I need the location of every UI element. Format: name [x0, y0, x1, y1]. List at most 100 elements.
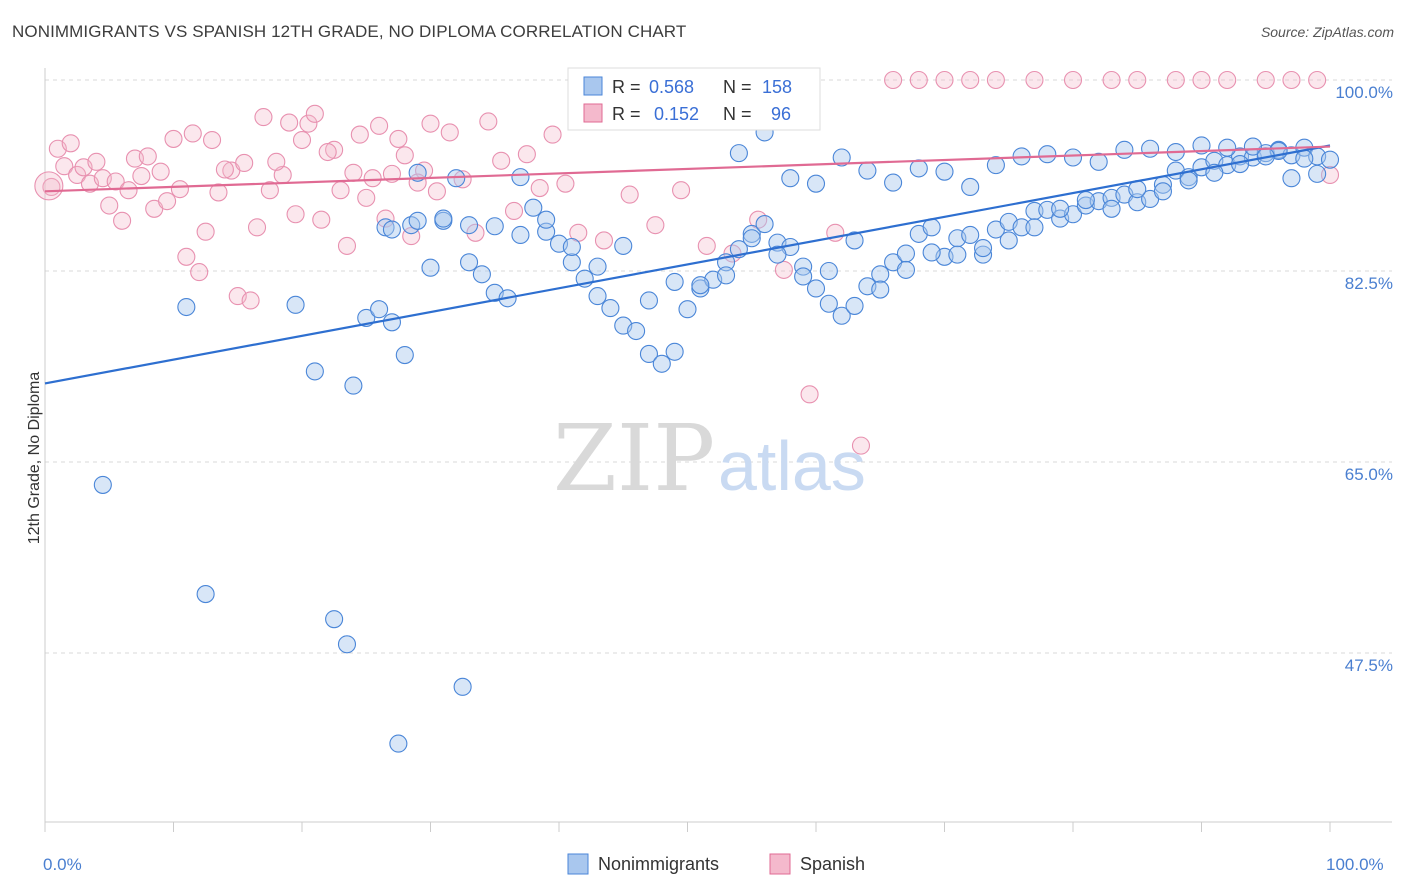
spanish-point-17	[260, 181, 279, 200]
x-tick-label-max: 100.0%	[1326, 855, 1384, 874]
spanish-point-77	[151, 162, 170, 181]
spanish-point-89	[305, 104, 324, 123]
y-tick-label-0: 100.0%	[1335, 83, 1393, 102]
nonimmigrants-point-134	[716, 266, 736, 285]
spanish-point-42	[594, 231, 614, 250]
spanish-point-36	[504, 201, 524, 221]
nonimmigrants-point-95	[909, 159, 928, 178]
x-tick-label-min: 0.0%	[43, 855, 82, 874]
spanish-point-93	[357, 188, 376, 207]
nonimmigrants-point-129	[845, 231, 864, 250]
spanish-point-96	[395, 146, 414, 165]
spanish-point-34	[479, 112, 498, 131]
spanish-point-54	[909, 70, 928, 90]
spanish-point-53	[884, 70, 903, 90]
nonimmigrants-point-16	[408, 163, 427, 182]
nonimmigrants-point-0	[93, 475, 112, 494]
legend: Nonimmigrants Spanish	[567, 853, 865, 875]
spanish-point-37	[517, 145, 536, 164]
spanish-point-85	[254, 108, 273, 127]
spanish-point-45	[672, 181, 691, 200]
nonimmigrants-point-103	[1115, 140, 1134, 159]
nonimmigrants-point-17	[421, 258, 440, 277]
spanish-point-98	[421, 114, 440, 133]
nonimmigrants-point-116	[1179, 171, 1198, 190]
nonimmigrants-point-92	[832, 148, 851, 167]
y-axis-title: 12th Grade, No Diploma	[26, 372, 43, 545]
stats-n-value-blue: 158	[762, 77, 792, 97]
nonimmigrants-point-20	[459, 253, 479, 272]
spanish-point-33	[466, 223, 485, 242]
nonimmigrants-point-25	[524, 198, 543, 217]
nonimmigrants-point-133	[742, 229, 761, 248]
spanish-point-25	[363, 169, 382, 188]
nonimmigrants-point-144	[459, 216, 479, 235]
nonimmigrants-point-49	[832, 306, 851, 325]
spanish-point-91	[331, 181, 350, 200]
spanish-point-87	[280, 113, 299, 132]
nonimmigrants-point-33	[627, 321, 646, 341]
spanish-point-90	[318, 142, 337, 162]
spanish-point-10	[170, 180, 189, 199]
nonimmigrants-point-112	[1282, 169, 1301, 188]
stats-n-label-pink: N =	[723, 104, 752, 124]
chart-source: Source: ZipAtlas.com	[1260, 24, 1394, 40]
nonimmigrants-point-21	[472, 265, 491, 284]
stats-r-label-blue: R =	[612, 77, 641, 97]
nonimmigrants-point-94	[884, 173, 903, 192]
nonimmigrants-point-145	[434, 209, 453, 228]
watermark-zip: ZIP	[553, 405, 715, 512]
nonimmigrants-point-101	[1063, 148, 1083, 167]
nonimmigrants-point-120	[1076, 191, 1095, 210]
legend-label-nonimmigrants: Nonimmigrants	[598, 854, 719, 874]
nonimmigrants-point-4	[389, 734, 408, 753]
nonimmigrants-point-121	[1051, 199, 1070, 218]
nonimmigrants-point-59	[961, 225, 980, 245]
nonimmigrants-point-63	[1012, 218, 1031, 237]
nonimmigrants-point-48	[819, 294, 838, 313]
nonimmigrants-point-135	[691, 276, 710, 295]
nonimmigrants-point-141	[537, 210, 556, 229]
stats-box: R = 0.568 N = 158 R = 0.152 N = 96	[567, 67, 821, 131]
spanish-point-92	[344, 163, 363, 182]
nonimmigrants-point-24	[511, 168, 530, 187]
stats-n-value-pink: 96	[771, 104, 791, 124]
nonimmigrants-point-138	[614, 236, 633, 255]
nonimmigrants-point-146	[408, 211, 427, 230]
nonimmigrants-point-104	[1141, 139, 1160, 158]
spanish-point-43	[620, 185, 639, 204]
nonimmigrants-point-43	[755, 215, 774, 234]
nonimmigrants-point-93	[858, 161, 877, 180]
nonimmigrants-point-124	[973, 239, 993, 258]
y-tick-label-1: 82.5%	[1345, 274, 1393, 293]
spanish-point-56	[961, 70, 980, 90]
spanish-point-52	[851, 436, 871, 455]
nonimmigrants-point-2	[325, 610, 344, 629]
nonimmigrants-point-98	[986, 156, 1005, 175]
nonimmigrants-point-34	[639, 344, 659, 363]
spanish-point-76	[138, 147, 157, 166]
spanish-point-13	[209, 183, 228, 202]
nonimmigrants-point-119	[1102, 199, 1121, 218]
nonimmigrants-point-108	[1243, 137, 1262, 156]
nonimmigrants-point-117	[1153, 182, 1172, 201]
spanish-point-74	[113, 211, 132, 230]
nonimmigrants-point-42	[742, 224, 761, 243]
nonimmigrants-point-46	[794, 257, 813, 276]
spanish-point-38	[530, 179, 549, 198]
spanish-point-2	[68, 165, 87, 185]
nonimmigrants-point-10	[382, 313, 402, 332]
spanish-point-82	[215, 160, 234, 179]
spanish-point-78	[164, 129, 183, 148]
spanish-trend-line	[44, 145, 1331, 193]
nonimmigrants-point-30	[588, 287, 607, 306]
nonimmigrants-point-136	[665, 272, 684, 291]
y-tick-label-2: 65.0%	[1345, 465, 1393, 484]
spanish-point-60	[1102, 70, 1121, 90]
spanish-point-94	[370, 116, 389, 135]
spanish-point-67	[1308, 70, 1327, 90]
nonimmigrants-point-122	[1025, 218, 1044, 237]
nonimmigrants-point-54	[896, 244, 916, 263]
spanish-point-62	[1166, 70, 1185, 90]
spanish-point-32	[453, 170, 472, 189]
